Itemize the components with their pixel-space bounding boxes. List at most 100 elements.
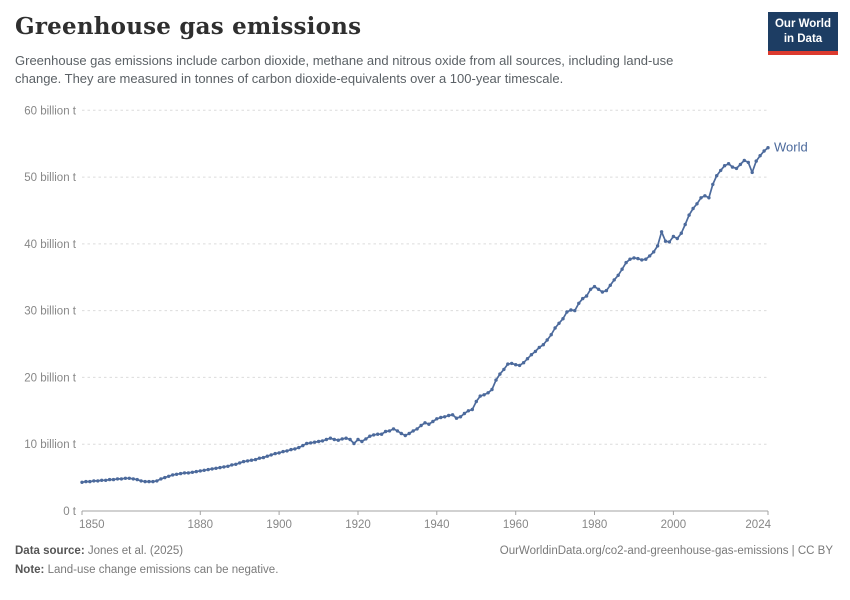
data-point: [636, 256, 640, 261]
data-point: [368, 434, 372, 438]
data-point: [340, 437, 344, 441]
data-point: [427, 422, 431, 426]
data-point: [482, 393, 486, 397]
x-axis-tick-label: 1960: [503, 519, 529, 531]
data-point: [659, 230, 664, 234]
data-point: [167, 474, 171, 478]
owid-logo-line2: in Data: [783, 32, 823, 45]
data-point: [190, 470, 195, 474]
data-point: [245, 459, 250, 463]
data-point: [131, 477, 135, 481]
data-point: [155, 479, 159, 483]
data-point: [762, 149, 766, 153]
data-point: [722, 164, 727, 168]
data-point: [750, 170, 754, 175]
data-point: [111, 477, 116, 482]
x-axis-tick-label: 1900: [266, 519, 292, 531]
data-point: [293, 447, 297, 451]
y-axis-tick-label: 50 billion t: [24, 172, 77, 184]
data-point: [466, 409, 471, 413]
data-point: [494, 378, 498, 382]
data-point: [707, 196, 711, 200]
series-label-world[interactable]: World: [774, 140, 808, 155]
data-point: [423, 421, 427, 425]
data-point: [612, 278, 616, 282]
data-point: [332, 437, 336, 442]
y-axis-tick-label: 10 billion t: [24, 439, 77, 451]
y-axis-tick-label: 20 billion t: [24, 372, 77, 384]
data-point: [715, 174, 719, 178]
data-point: [510, 361, 514, 366]
data-point: [537, 345, 541, 350]
data-point: [285, 449, 289, 453]
data-point: [435, 417, 439, 421]
data-point: [241, 459, 246, 464]
data-point: [754, 159, 758, 163]
data-point: [289, 447, 293, 452]
x-axis-tick-label: 1980: [582, 519, 608, 531]
data-point: [640, 258, 644, 262]
data-point: [407, 431, 411, 436]
data-point: [356, 437, 360, 442]
data-point: [506, 362, 510, 366]
data-point: [210, 467, 214, 471]
data-point: [182, 471, 187, 475]
owid-logo[interactable]: Our World in Data: [768, 12, 838, 55]
series-line-world[interactable]: [81, 146, 769, 484]
data-source-line: Data source: Jones et al. (2025): [15, 545, 183, 557]
data-point: [352, 441, 356, 446]
data-point: [730, 165, 735, 169]
data-point: [328, 436, 333, 440]
data-point: [230, 463, 234, 467]
data-point: [695, 202, 699, 206]
attribution-link[interactable]: OurWorldinData.org/co2-and-greenhouse-ga…: [499, 545, 833, 557]
data-point: [84, 479, 88, 484]
data-point: [719, 168, 723, 173]
data-point: [439, 415, 443, 420]
data-point: [202, 468, 206, 472]
data-point: [431, 419, 435, 424]
data-point: [249, 458, 254, 462]
data-point: [360, 439, 364, 444]
data-point: [316, 439, 321, 444]
data-point: [273, 451, 277, 456]
data-point: [652, 250, 656, 254]
data-point: [348, 437, 352, 442]
data-point: [403, 433, 407, 438]
data-point: [399, 431, 403, 436]
data-point: [324, 437, 329, 442]
note-label: Note:: [15, 564, 45, 576]
data-point: [474, 399, 478, 404]
data-point: [458, 415, 463, 419]
data-point: [600, 290, 605, 294]
data-point: [80, 480, 84, 484]
data-point: [257, 456, 262, 460]
data-point: [372, 433, 376, 437]
data-point: [671, 234, 676, 239]
data-point: [206, 467, 210, 472]
data-point: [163, 475, 167, 480]
x-axis-tick-label: 1920: [345, 519, 371, 531]
data-point: [312, 440, 317, 444]
data-point: [628, 257, 632, 261]
data-point: [521, 361, 526, 365]
data-point: [738, 162, 743, 167]
data-point: [253, 457, 258, 462]
data-point: [561, 317, 565, 321]
data-point: [592, 284, 597, 289]
data-point: [214, 466, 218, 470]
x-axis-tick-label: 1940: [424, 519, 450, 531]
data-point: [517, 363, 522, 368]
series-world[interactable]: [80, 146, 770, 484]
data-source-value: Jones et al. (2025): [87, 545, 184, 557]
data-point: [569, 308, 573, 312]
data-point: [478, 394, 482, 398]
y-axis-tick-label: 30 billion t: [24, 306, 77, 318]
data-point: [758, 154, 762, 158]
data-point: [663, 239, 668, 243]
data-point: [679, 231, 683, 235]
data-point: [683, 222, 687, 227]
data-point: [143, 479, 147, 484]
note-value: Land-use change emissions can be negativ…: [47, 564, 279, 576]
data-point: [734, 166, 739, 171]
